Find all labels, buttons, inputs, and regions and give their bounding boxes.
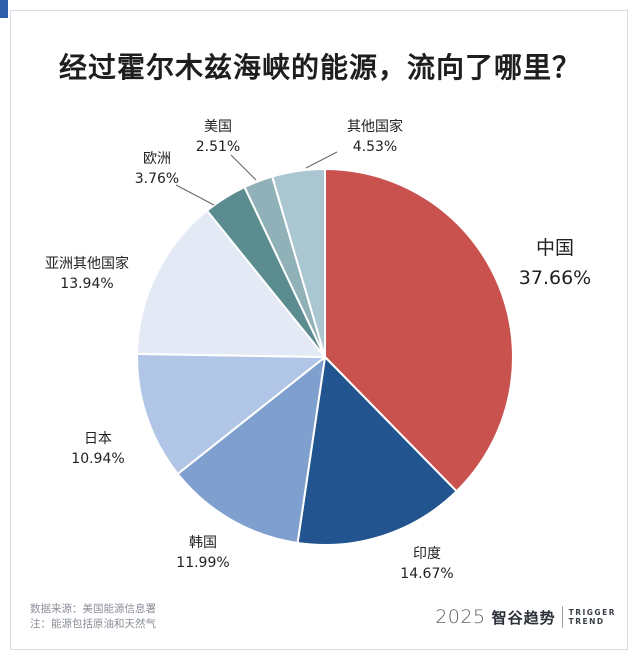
pie-slice-5: [136, 209, 326, 358]
brand-divider: [561, 606, 563, 628]
slice-value-label: 3.76%: [135, 171, 179, 187]
brand-en-line2: TREND: [568, 617, 605, 626]
slice-label-4: 日本 10.94%: [71, 431, 124, 467]
brand-english: TRIGGER TREND: [569, 608, 616, 626]
slice-value-label: 37.66%: [519, 267, 591, 289]
corner-accent: [0, 0, 8, 18]
slice-label-1: 中国 37.66%: [519, 237, 591, 289]
brand-en-line1: TRIGGER: [568, 608, 616, 617]
slice-name-label: 韩国: [189, 535, 217, 551]
pie-slice-3: [176, 356, 326, 544]
slice-name-label: 印度: [413, 546, 441, 562]
slice-label-3: 韩国 11.99%: [176, 535, 229, 571]
slice-value-label: 10.94%: [71, 451, 124, 467]
slice-name-label: 美国: [204, 119, 232, 135]
slice-value-label: 11.99%: [176, 555, 229, 571]
leader-line-8: [305, 151, 338, 169]
content-note: 注：能源包括原油和天然气: [30, 618, 156, 630]
source-note: 数据来源：美国能源信息署: [30, 603, 156, 615]
slice-name-label: 日本: [84, 431, 112, 447]
leader-line-6: [175, 184, 215, 206]
slice-name-label: 欧洲: [143, 151, 171, 167]
slice-name-label: 其他国家: [347, 118, 403, 135]
slice-label-2: 印度 14.67%: [400, 546, 453, 582]
slice-label-8: 其他国家 4.53%: [347, 118, 403, 155]
slice-label-5: 亚洲其他国家 13.94%: [45, 255, 129, 292]
slice-value-label: 13.94%: [60, 276, 113, 292]
slice-value-label: 4.53%: [353, 139, 397, 155]
pie-slice-8: [271, 168, 326, 358]
pie-slice-1: [324, 168, 514, 493]
pie-slice-4: [136, 352, 326, 475]
brand-name: 智谷趋势: [491, 608, 556, 627]
footer-notes: 数据来源：美国能源信息署 注：能源包括原油和天然气: [30, 602, 156, 632]
pie-slice-2: [296, 356, 458, 546]
slice-value-label: 2.51%: [196, 139, 240, 155]
leader-line-7: [230, 154, 257, 181]
brand-year: 2025: [435, 606, 486, 628]
chart-title: 经过霍尔木兹海峡的能源，流向了哪里？: [58, 51, 581, 84]
slice-name-label: 中国: [536, 237, 574, 259]
slice-label-6: 欧洲 3.76%: [135, 151, 179, 187]
slice-label-7: 美国 2.51%: [196, 119, 240, 155]
slice-name-label: 亚洲其他国家: [45, 255, 129, 272]
brand-logo: 2025 智谷趋势 TRIGGER TREND: [435, 606, 616, 628]
slice-value-label: 14.67%: [400, 566, 453, 582]
